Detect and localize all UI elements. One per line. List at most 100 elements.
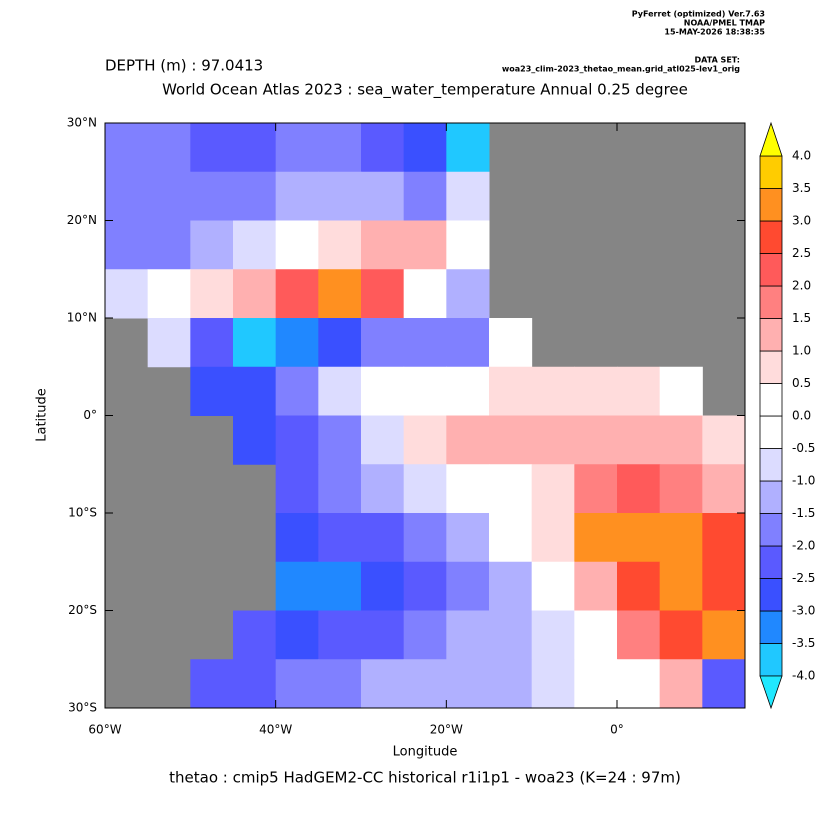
- colorbar-label: 0.0: [792, 409, 811, 423]
- cell: [659, 415, 703, 465]
- cell: [361, 513, 405, 563]
- colorbar-label: 3.5: [792, 181, 811, 195]
- cell: [489, 659, 533, 709]
- cell: [446, 464, 490, 514]
- cell: [403, 123, 447, 173]
- colorbar-band: [759, 285, 783, 319]
- colorbar-band: [759, 253, 783, 287]
- cell: [574, 561, 618, 611]
- cell: [403, 318, 447, 368]
- cell: [403, 171, 447, 221]
- colorbar-label: 2.0: [792, 279, 811, 293]
- cell: [574, 610, 618, 660]
- colorbar-band: [759, 643, 783, 677]
- y-tick-label: 10°S: [68, 506, 97, 520]
- cell: [233, 659, 277, 709]
- cell: [617, 464, 661, 514]
- cell: [361, 415, 405, 465]
- cell: [659, 464, 703, 514]
- cell: [275, 318, 319, 368]
- x-axis-label: Longitude: [393, 745, 458, 760]
- y-tick-label: 20°S: [68, 603, 97, 617]
- colorbar-label: 1.0: [792, 344, 811, 358]
- y-tick-label: 30°N: [67, 116, 97, 130]
- colorbar-band: [759, 448, 783, 482]
- cell: [318, 415, 362, 465]
- depth: DEPTH (m) : 97.0413: [105, 57, 263, 75]
- cell: [318, 220, 362, 270]
- cell: [489, 513, 533, 563]
- colorbar-label: -1.5: [792, 506, 815, 520]
- cell: [147, 171, 191, 221]
- colorbar-band: [759, 220, 783, 254]
- cell: [574, 464, 618, 514]
- chart-title: World Ocean Atlas 2023 : sea_water_tempe…: [162, 81, 688, 100]
- cell: [233, 269, 277, 319]
- cell: [361, 366, 405, 416]
- cell: [190, 659, 234, 709]
- dataset-label: DATA SET:: [695, 56, 740, 65]
- cell: [702, 513, 746, 563]
- x-tick-label: 60°W: [88, 723, 121, 737]
- colorbar-band: [759, 318, 783, 352]
- cell: [617, 561, 661, 611]
- cell: [190, 171, 234, 221]
- cell: [318, 366, 362, 416]
- colorbar-band: [759, 188, 783, 222]
- cell: [190, 318, 234, 368]
- colorbar-label: -3.5: [792, 636, 815, 650]
- colorbar-band: [759, 415, 783, 449]
- cell: [446, 561, 490, 611]
- cell: [446, 220, 490, 270]
- cell: [659, 513, 703, 563]
- cell: [403, 513, 447, 563]
- caption: thetao : cmip5 HadGEM2-CC historical r1i…: [169, 769, 681, 787]
- colorbar-band: [759, 513, 783, 547]
- cell: [403, 561, 447, 611]
- cell: [233, 220, 277, 270]
- colorbar-label: 1.5: [792, 311, 811, 325]
- cell: [446, 513, 490, 563]
- cell: [190, 269, 234, 319]
- cell: [105, 269, 149, 319]
- cell: [531, 513, 575, 563]
- cell: [489, 464, 533, 514]
- cell: [617, 659, 661, 709]
- cell: [702, 561, 746, 611]
- cell: [617, 366, 661, 416]
- cell: [403, 220, 447, 270]
- y-tick-label: 10°N: [67, 311, 97, 325]
- cell: [318, 610, 362, 660]
- cell: [531, 415, 575, 465]
- cell: [190, 366, 234, 416]
- cell: [318, 561, 362, 611]
- dataset: woa23_clim-2023_thetao_mean.grid_atl025-…: [502, 65, 740, 74]
- cell: [275, 561, 319, 611]
- cell: [659, 561, 703, 611]
- cell: [147, 318, 191, 368]
- cell: [147, 123, 191, 173]
- colorbar-label: -1.0: [792, 474, 815, 488]
- cell: [147, 220, 191, 270]
- y-tick-label: 0°: [83, 408, 97, 422]
- cell: [702, 610, 746, 660]
- cell: [574, 366, 618, 416]
- cell: [446, 123, 490, 173]
- colorbar-label: -3.0: [792, 604, 815, 618]
- cell: [617, 513, 661, 563]
- cell: [318, 318, 362, 368]
- x-tick-label: 40°W: [259, 723, 292, 737]
- cell: [361, 610, 405, 660]
- cell: [489, 415, 533, 465]
- cell: [489, 366, 533, 416]
- colorbar-under: [759, 675, 783, 710]
- cell: [233, 366, 277, 416]
- colorbar-band: [759, 350, 783, 384]
- cell: [446, 610, 490, 660]
- cell: [617, 610, 661, 660]
- cell: [233, 318, 277, 368]
- colorbar-over: [759, 121, 783, 157]
- cell: [403, 610, 447, 660]
- cell: [489, 318, 533, 368]
- cell: [361, 561, 405, 611]
